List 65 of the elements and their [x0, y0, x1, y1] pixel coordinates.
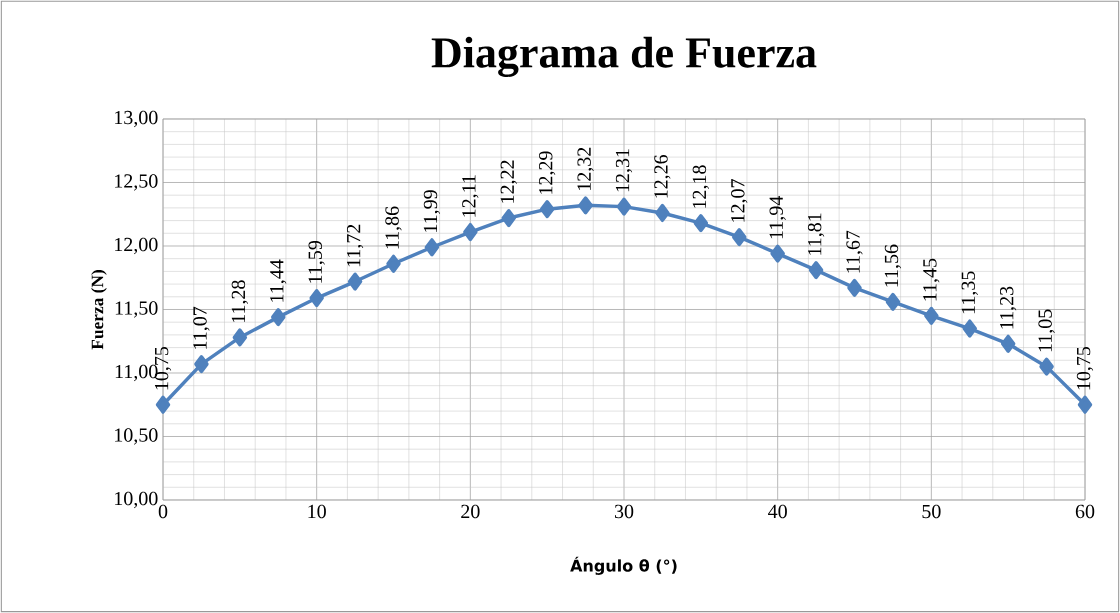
x-tick-label: 60: [1075, 504, 1095, 519]
point: [962, 319, 977, 338]
data-label: 12,18: [692, 165, 710, 208]
data-label: 11,45: [923, 258, 940, 301]
y-tick-label: 12,00: [115, 237, 158, 255]
point: [1077, 395, 1093, 414]
x-tick-label: 20: [461, 504, 480, 519]
x-tick-label: 10: [308, 504, 326, 519]
data-label: 12,32: [577, 147, 594, 190]
point: [808, 261, 824, 280]
point: [578, 196, 593, 215]
y-tick-label: 12,50: [115, 174, 158, 191]
point: [155, 395, 171, 414]
data-label: 11,35: [961, 271, 978, 314]
data-label: 11,86: [385, 206, 402, 249]
data-label: 11,28: [231, 280, 249, 323]
data-label: 11,67: [846, 230, 863, 273]
y-tick-label: 13,00: [115, 110, 158, 128]
x-tick-label: 30: [614, 504, 634, 519]
data-label: 11,72: [346, 224, 364, 267]
point: [693, 214, 709, 233]
data-label: 11,05: [1038, 309, 1055, 352]
point: [501, 208, 516, 228]
point: [463, 222, 478, 242]
point: [232, 328, 248, 347]
data-label: 12,29: [539, 151, 556, 194]
point: [885, 292, 901, 311]
data-label: 11,59: [308, 241, 325, 283]
point: [386, 254, 401, 273]
point: [732, 228, 747, 247]
point: [655, 203, 670, 223]
data-label: 12,07: [731, 179, 748, 222]
data-label: 12,22: [500, 160, 517, 203]
point: [271, 308, 286, 327]
y-axis-title: Fuerza (N): [91, 270, 107, 350]
data-label: 12,11: [462, 175, 479, 217]
point: [347, 272, 363, 291]
point: [424, 238, 440, 257]
y-tick-label: 11,50: [115, 301, 158, 318]
y-tick-label: 10,00: [115, 491, 158, 509]
point: [194, 355, 209, 374]
data-label: 11,81: [807, 213, 825, 255]
point: [770, 244, 785, 263]
data-label: 11,94: [769, 196, 786, 239]
x-tick-label: 40: [768, 504, 787, 519]
point: [539, 200, 555, 219]
data-label: 12,26: [654, 154, 671, 198]
y-tick-label: 10,50: [115, 428, 158, 445]
point: [1039, 357, 1054, 376]
data-label: 11,99: [423, 190, 441, 232]
x-axis-title: Ángulo θ (°): [570, 556, 677, 575]
chart-title: Diagrama de Fuerza: [431, 36, 817, 77]
point: [309, 288, 324, 308]
x-tick-label: 0: [158, 504, 168, 519]
data-label: 12,31: [615, 149, 633, 192]
data-label: 11,44: [270, 259, 287, 302]
point: [847, 278, 862, 297]
data-label: 11,07: [193, 306, 210, 349]
point: [616, 197, 632, 216]
data-label: 10,75: [1076, 346, 1094, 390]
data-label: 11,23: [1000, 286, 1017, 329]
point: [1000, 334, 1016, 353]
x-tick-label: 50: [922, 504, 941, 519]
data-label: 11,56: [884, 244, 902, 287]
point: [924, 306, 939, 325]
